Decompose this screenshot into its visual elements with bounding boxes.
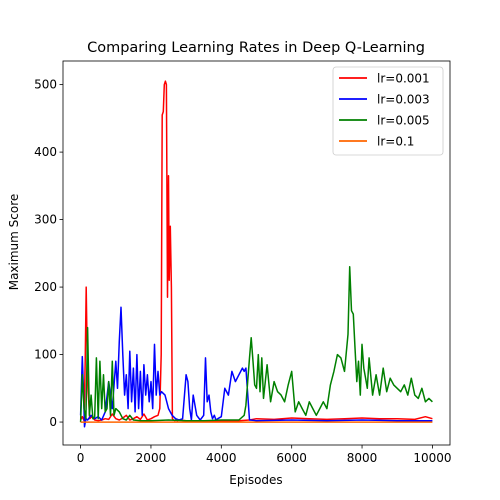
legend: lr=0.001 lr=0.003 lr=0.005 lr=0.1 [332, 66, 444, 156]
legend-entry: lr=0.1 [377, 135, 414, 149]
x-tick-label: 8000 [347, 451, 378, 465]
y-tick-label: 500 [34, 78, 57, 92]
axes-frame [62, 60, 451, 446]
legend-box [332, 66, 444, 156]
x-tick-label: 6000 [276, 451, 307, 465]
x-axis-label: Episodes [229, 473, 282, 487]
x-tick-label: 0 [77, 451, 85, 465]
legend-entry: lr=0.005 [377, 114, 430, 128]
x-tick-label: 10000 [413, 451, 451, 465]
series-line-lr-0-003 [79, 306, 433, 428]
y-tick-label: 400 [34, 145, 57, 159]
chart-title: Comparing Learning Rates in Deep Q-Learn… [87, 40, 425, 56]
y-tick-label: 0 [49, 415, 57, 429]
y-tick-label: 100 [34, 348, 57, 362]
legend-entry: lr=0.003 [377, 93, 430, 107]
legend-entry: lr=0.001 [377, 72, 430, 86]
series-line-lr-0-005 [79, 266, 433, 423]
y-tick-label: 200 [34, 280, 57, 294]
series-group [79, 80, 433, 428]
y-axis-label: Maximum Score [7, 194, 21, 291]
x-tick-label: 2000 [136, 451, 167, 465]
y-tick-label: 300 [34, 213, 57, 227]
x-tick-label: 4000 [206, 451, 237, 465]
plot-area: 0 2000 4000 6000 8000 10000 0 100 200 300 400 500 [34, 60, 452, 465]
